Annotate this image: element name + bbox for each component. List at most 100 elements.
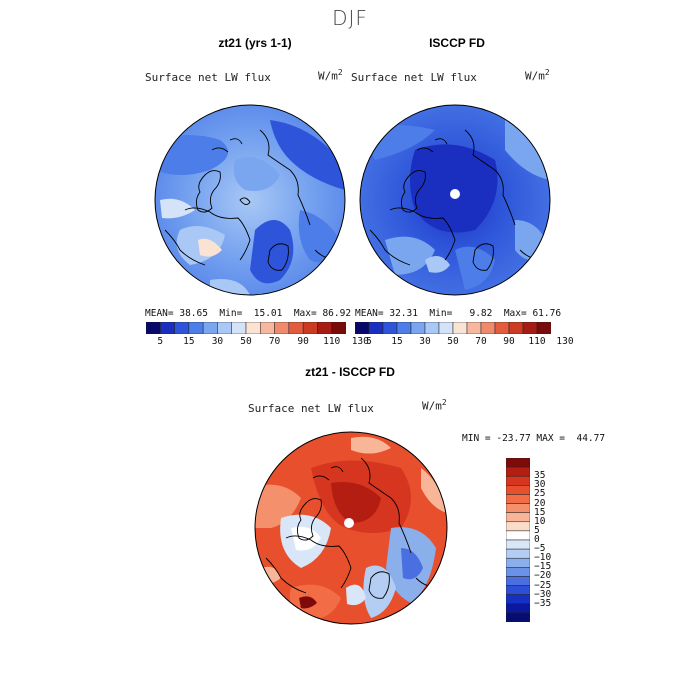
panel-a-min: 15.01 (253, 308, 283, 319)
colorbar-swatch (506, 557, 530, 568)
colorbar-swatch (174, 322, 190, 334)
colorbar-tick-label: −10 (534, 552, 552, 564)
colorbar-swatch (466, 322, 482, 334)
season-title: DJF (332, 6, 368, 30)
panel-c-min: -23.77 (496, 433, 531, 444)
colorbar-tick-label: −35 (534, 597, 552, 609)
colorbar-swatch (522, 322, 538, 334)
colorbar-tick-label: 5 (157, 336, 164, 347)
colorbar-tick-label: 70 (268, 336, 281, 347)
panel-a-mean: 38.65 (179, 308, 208, 319)
panel-a-stats: MEAN= 38.65 Min= 15.01 Max= 86.92 (145, 308, 352, 319)
panel-b-min: 9.82 (469, 308, 493, 319)
colorbar-swatch (217, 322, 232, 334)
colorbar-swatch (506, 521, 530, 532)
colorbar-swatch (452, 322, 468, 334)
colorbar-tick-label: 50 (447, 336, 459, 347)
colorbar-swatch (506, 612, 530, 622)
colorbar-tick-label: 5 (366, 336, 372, 347)
colorbar-tick-label: 10 (534, 515, 546, 527)
colorbar-swatch (506, 466, 530, 477)
colorbar-swatch (506, 585, 530, 595)
colorbar-tick-label: 0 (534, 534, 540, 545)
colorbar-swatch (506, 539, 530, 550)
panel-a-units: W/m2 (318, 68, 343, 83)
colorbar-swatch (424, 322, 440, 334)
panel-c-map (254, 431, 448, 625)
colorbar-swatch (536, 322, 551, 334)
panel-c-stats: MIN = -23.77 MAX = 44.77 (462, 433, 606, 444)
colorbar-swatch (274, 322, 290, 334)
colorbar-swatch (506, 567, 530, 577)
colorbar-swatch (480, 322, 496, 334)
colorbar-swatch (231, 322, 247, 334)
colorbar-tick-label: −20 (534, 570, 552, 582)
panel-c-max: 44.77 (576, 433, 606, 444)
colorbar-swatch (508, 322, 524, 334)
colorbar-swatch (368, 322, 384, 334)
colorbar-tick-label: −15 (534, 561, 552, 573)
colorbar-swatch (302, 322, 318, 334)
colorbar-tick-label: 90 (503, 336, 515, 347)
panel-b-colorbar (355, 322, 551, 334)
panel-a-colorbar-ticks: 5 15 30 50 70 90 110 130 (146, 336, 368, 350)
colorbar-tick-label: 70 (475, 336, 487, 347)
colorbar-swatch (382, 322, 398, 334)
colorbar-tick-label: 130 (351, 336, 369, 347)
colorbar-swatch (146, 322, 161, 334)
panel-b-stats: MEAN= 32.31 Min= 9.82 Max= 61.76 (355, 308, 562, 319)
panel-a-variable: Surface net LW flux (145, 71, 271, 84)
colorbar-swatch (506, 458, 530, 468)
colorbar-swatch (288, 322, 304, 334)
panel-c-variable: Surface net LW flux (248, 402, 374, 415)
colorbar-tick-label: −25 (534, 579, 552, 591)
colorbar-swatch (331, 322, 346, 334)
colorbar-swatch (506, 530, 530, 541)
colorbar-tick-label: 20 (534, 497, 546, 509)
colorbar-tick-label: −30 (534, 588, 552, 600)
colorbar-swatch (410, 322, 426, 334)
panel-b-title: ISCCP FD (429, 36, 485, 50)
panel-a-map (154, 104, 346, 296)
colorbar-swatch (506, 494, 530, 504)
colorbar-tick-label: 110 (528, 336, 546, 347)
panel-a-title: zt21 (yrs 1-1) (218, 36, 292, 50)
colorbar-swatch (260, 322, 275, 334)
panel-c-colorbar (506, 458, 530, 622)
colorbar-swatch (506, 512, 530, 523)
colorbar-tick-label: 25 (534, 488, 546, 500)
colorbar-tick-label: 15 (534, 506, 546, 518)
colorbar-swatch (396, 322, 412, 334)
colorbar-tick-label: 130 (556, 336, 574, 347)
panel-c-title: zt21 - ISCCP FD (305, 365, 395, 379)
panel-b-mean: 32.31 (389, 308, 418, 319)
panel-b-variable: Surface net LW flux (351, 71, 477, 84)
colorbar-swatch (317, 322, 332, 334)
panel-a-colorbar (146, 322, 346, 334)
colorbar-tick-label: −5 (534, 543, 546, 555)
colorbar-tick-label: 15 (391, 336, 403, 347)
colorbar-swatch (438, 322, 454, 334)
panel-b-units: W/m2 (525, 68, 550, 83)
colorbar-tick-label: 30 (534, 479, 546, 491)
colorbar-tick-label: 30 (211, 336, 224, 347)
colorbar-swatch (506, 594, 530, 605)
colorbar-swatch (202, 322, 218, 334)
colorbar-swatch (506, 576, 530, 586)
colorbar-swatch (506, 503, 530, 513)
colorbar-swatch (188, 322, 204, 334)
panel-c-units: W/m2 (422, 398, 447, 413)
panel-a-max: 86.92 (322, 308, 352, 319)
colorbar-swatch (355, 322, 370, 334)
panel-c-colorbar-ticks: 35 30 25 20 15 10 5 0 −5 −10 −15 −20 −25 −30 −35 (534, 458, 574, 622)
colorbar-tick-label: 30 (419, 336, 431, 347)
colorbar-swatch (160, 322, 175, 334)
colorbar-swatch (245, 322, 261, 334)
colorbar-swatch (506, 475, 530, 486)
colorbar-tick-label: 35 (534, 470, 546, 482)
colorbar-tick-label: 15 (183, 336, 195, 347)
panel-b-colorbar-ticks: 5 15 30 50 70 90 110 130 (355, 336, 573, 350)
colorbar-tick-label: 5 (534, 524, 540, 536)
panel-b-max: 61.76 (532, 308, 562, 319)
colorbar-tick-label: 90 (297, 336, 309, 347)
